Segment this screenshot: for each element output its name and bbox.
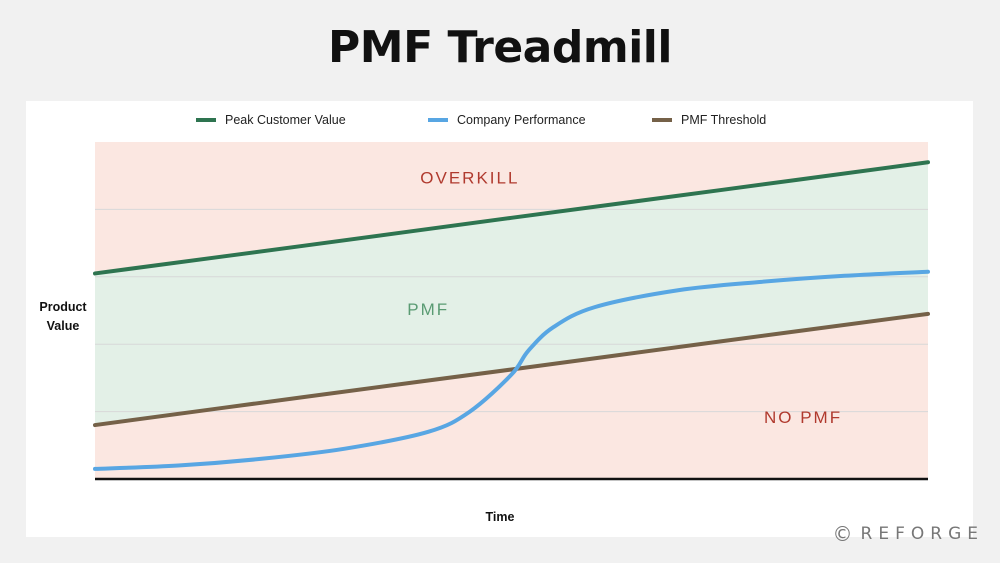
x-axis-label: Time xyxy=(485,510,515,524)
legend-swatch-threshold xyxy=(652,118,672,122)
y-axis-label: Product Value xyxy=(39,300,87,333)
legend-item-pmf-threshold[interactable]: PMF Threshold xyxy=(652,113,766,127)
page-title: PMF Treadmill xyxy=(328,22,672,73)
brand-logo: © REFORGE xyxy=(833,522,984,546)
region-label-overkill: OVERKILL xyxy=(420,169,519,188)
series-line-pmf-threshold xyxy=(93,311,930,428)
region-label-no-pmf: NO PMF xyxy=(764,408,842,427)
series-line-company-performance xyxy=(93,269,930,471)
legend-label: PMF Threshold xyxy=(681,113,767,127)
legend-swatch-peak xyxy=(196,118,216,122)
legend-label: Peak Customer Value xyxy=(225,113,346,127)
legend-item-peak-customer-value[interactable]: Peak Customer Value xyxy=(196,113,346,127)
copyright-circle-icon: © xyxy=(832,522,853,546)
legend: Peak Customer Value Company Performance … xyxy=(0,113,1000,131)
region-label-pmf: PMF xyxy=(407,300,449,319)
legend-swatch-performance xyxy=(428,118,448,122)
brand-name: REFORGE xyxy=(860,524,984,544)
legend-item-company-performance[interactable]: Company Performance xyxy=(428,113,586,127)
series-line-peak-customer-value xyxy=(93,160,930,276)
legend-label: Company Performance xyxy=(457,113,586,127)
pmf-region xyxy=(95,162,928,426)
